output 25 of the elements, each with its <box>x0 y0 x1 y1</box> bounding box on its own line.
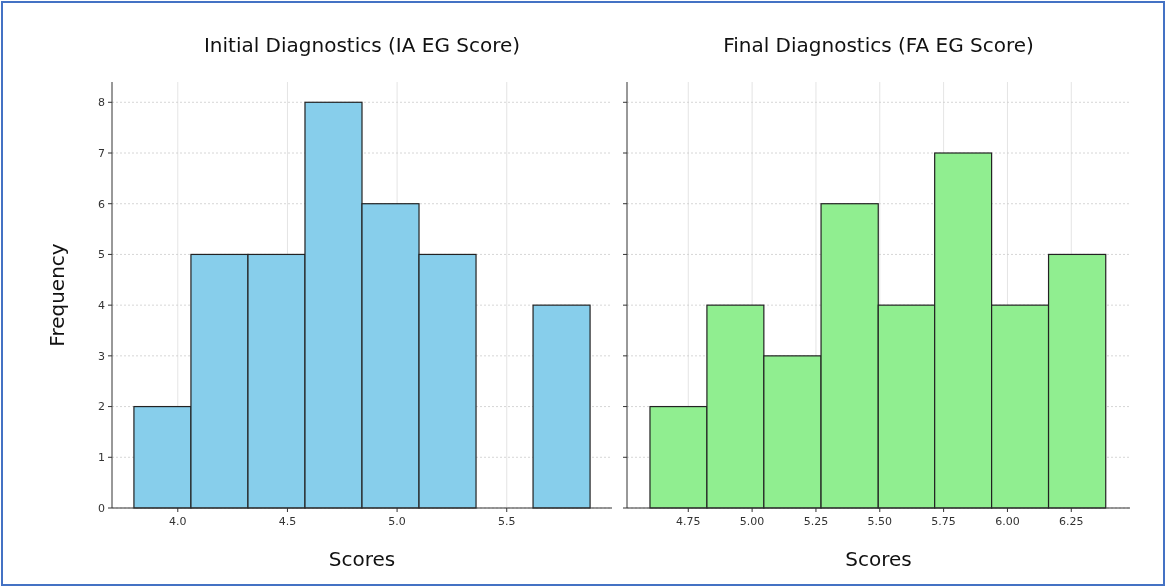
y-tick-label: 7 <box>98 146 105 160</box>
y-tick-label: 8 <box>98 96 105 110</box>
x-tick-label: 4.75 <box>676 515 701 528</box>
y-tick-label: 6 <box>98 197 105 211</box>
x-tick-label: 5.75 <box>931 515 956 528</box>
y-tick-label: 0 <box>98 501 105 515</box>
x-tick-label: 5.5 <box>497 515 516 528</box>
x-tick-label: 5.0 <box>388 515 406 528</box>
x-tick-label: 5.00 <box>739 515 765 528</box>
x-tick-label: 5.25 <box>803 515 829 528</box>
x-axis-title: Scores <box>845 547 912 571</box>
x-tick-label: 6.00 <box>995 515 1020 528</box>
y-tick-label: 5 <box>98 248 105 262</box>
x-axis-title: Scores <box>328 547 396 571</box>
x-tick-label: 6.25 <box>1059 515 1084 528</box>
chart-title: Initial Diagnostics (IA EG Score) <box>203 33 521 57</box>
y-tick-label: 4 <box>98 298 105 312</box>
x-tick-label: 5.50 <box>867 515 893 528</box>
x-tick-label: 4.0 <box>169 515 187 528</box>
x-tick-label: 4.5 <box>278 515 297 528</box>
y-tick-label: 3 <box>98 349 105 363</box>
y-tick-label: 2 <box>98 400 105 414</box>
chart-title: Final Diagnostics (FA EG Score) <box>723 33 1034 57</box>
y-tick-label: 1 <box>98 451 105 465</box>
y-axis-title: Frequency <box>45 243 69 347</box>
